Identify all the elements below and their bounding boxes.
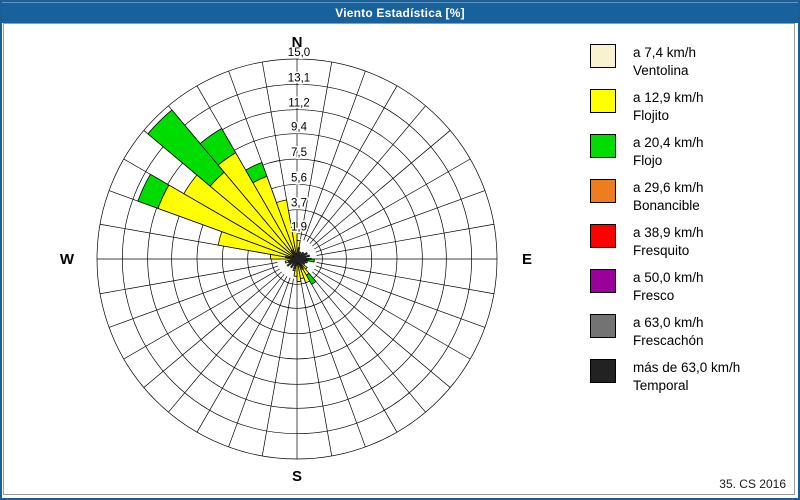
legend-entry-flojito: a 12,9 km/h Flojito	[590, 89, 790, 125]
legend-entry-temporal: más de 63,0 km/h Temporal	[590, 359, 790, 395]
legend-speed: más de 63,0 km/h	[633, 360, 741, 375]
legend-label: Temporal	[633, 378, 689, 393]
svg-text:5,6: 5,6	[291, 172, 307, 184]
legend-speed: a 63,0 km/h	[633, 315, 704, 330]
legend-speed: a 20,4 km/h	[633, 135, 704, 150]
legend-speed: a 7,4 km/h	[633, 45, 697, 60]
title-bar: Viento Estadística [%]	[2, 2, 798, 23]
legend-entry-ventolina: a 7,4 km/h Ventolina	[590, 44, 790, 80]
legend-label: Bonancible	[633, 198, 700, 213]
legend-speed: a 38,9 km/h	[633, 225, 704, 240]
legend-label: Fresquito	[633, 243, 690, 258]
legend-color-swatch	[590, 134, 616, 158]
legend-color-swatch	[590, 179, 616, 203]
legend-entry-bonancible: a 29,6 km/h Bonancible	[590, 179, 790, 215]
legend: a 7,4 km/h Ventolina a 12,9 km/h Flojito…	[590, 44, 790, 404]
svg-text:7,5: 7,5	[291, 147, 307, 159]
svg-text:E: E	[522, 251, 532, 268]
legend-color-swatch	[590, 224, 616, 248]
window-title: Viento Estadística [%]	[335, 6, 465, 20]
legend-entry-fresquito: a 38,9 km/h Fresquito	[590, 224, 790, 260]
svg-text:N: N	[292, 34, 303, 51]
svg-text:11,2: 11,2	[288, 98, 310, 110]
legend-label: Fresco	[633, 288, 675, 303]
legend-label: Flojito	[633, 108, 670, 123]
legend-speed: a 50,0 km/h	[633, 270, 704, 285]
legend-speed: a 29,6 km/h	[633, 180, 704, 195]
legend-label: Ventolina	[633, 63, 689, 78]
legend-color-swatch	[590, 269, 616, 293]
legend-color-swatch	[590, 359, 616, 383]
wind-rose-svg: 1,9 3,7 5,6 7,5 9,4 11,2 13,1 15,0N S W E	[60, 34, 532, 485]
content-panel: 1,9 3,7 5,6 7,5 9,4 11,2 13,1 15,0 N S W E a 7,4 km…	[3, 23, 795, 495]
footer-stamp: 35. CS 2016	[719, 477, 786, 491]
legend-speed: a 12,9 km/h	[633, 90, 704, 105]
svg-text:S: S	[292, 468, 302, 485]
legend-label: Flojo	[633, 153, 663, 168]
svg-text:3,7: 3,7	[291, 198, 307, 210]
wind-rose-chart: 1,9 3,7 5,6 7,5 9,4 11,2 13,1 15,0 N S W E	[6, 26, 572, 492]
legend-color-swatch	[590, 44, 616, 68]
legend-entry-frescachon: a 63,0 km/h Frescachón	[590, 314, 790, 350]
svg-text:9,4: 9,4	[291, 122, 308, 134]
legend-color-swatch	[590, 314, 616, 338]
svg-text:W: W	[60, 251, 75, 268]
svg-text:1,9: 1,9	[291, 222, 307, 234]
legend-color-swatch	[590, 89, 616, 113]
legend-label: Frescachón	[633, 333, 704, 348]
svg-text:15,0: 15,0	[288, 47, 310, 59]
svg-text:13,1: 13,1	[288, 72, 310, 84]
legend-entry-flojo: a 20,4 km/h Flojo	[590, 134, 790, 170]
legend-entry-fresco: a 50,0 km/h Fresco	[590, 269, 790, 305]
